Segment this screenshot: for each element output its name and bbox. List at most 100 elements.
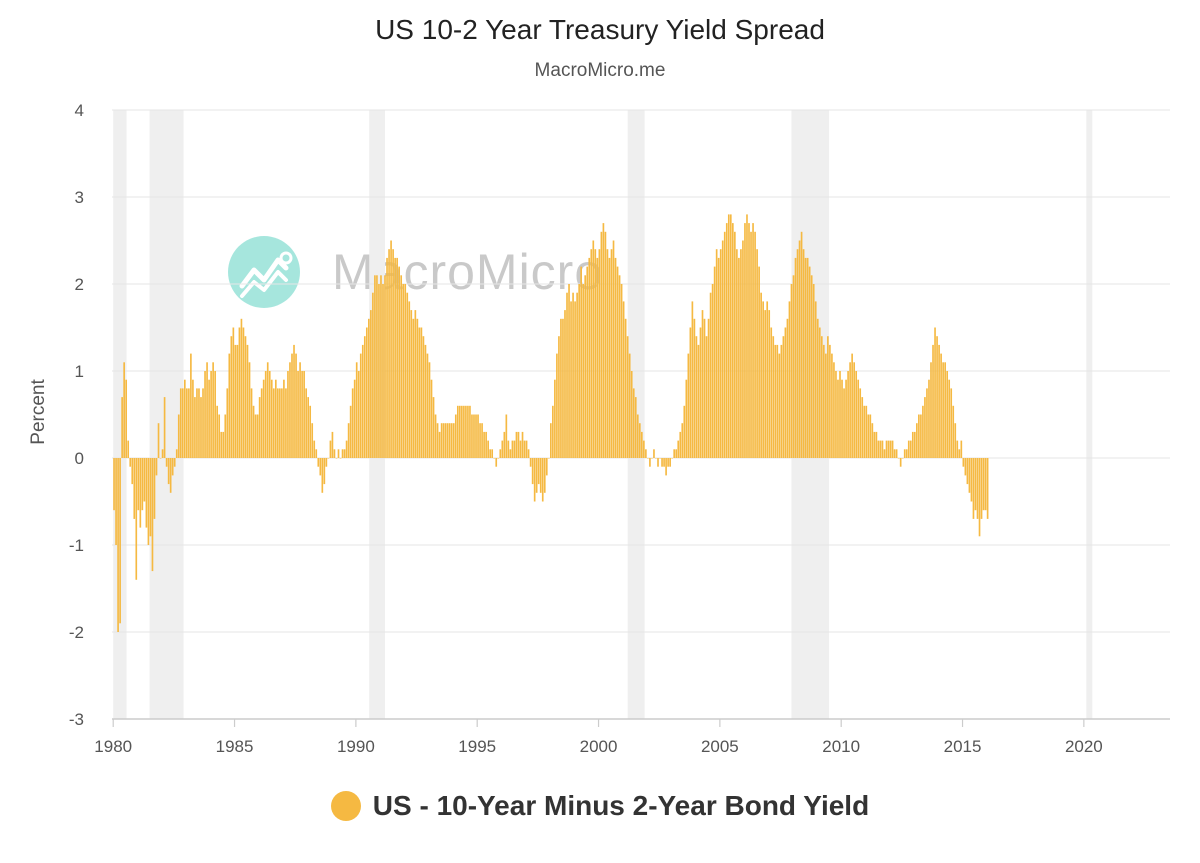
bar [776, 344, 779, 458]
bar [576, 292, 578, 458]
bar [566, 292, 568, 458]
bar [507, 440, 510, 458]
bar [127, 440, 130, 458]
bar [331, 431, 334, 458]
bar [897, 458, 900, 459]
bar [446, 423, 449, 458]
bar [909, 440, 912, 458]
bar [697, 344, 700, 458]
bar [361, 344, 364, 458]
bar [495, 458, 498, 467]
bar [420, 327, 423, 458]
bar [188, 388, 190, 458]
bar [436, 423, 439, 458]
bar [907, 440, 910, 458]
bar [531, 458, 534, 485]
bar [254, 414, 257, 458]
bar [556, 353, 558, 458]
bar [636, 414, 639, 458]
bar [402, 284, 405, 458]
bar [547, 458, 550, 459]
bar [772, 336, 775, 458]
bar [649, 458, 651, 467]
bar [119, 458, 121, 624]
bar [370, 310, 372, 458]
bar [849, 362, 851, 458]
bar [234, 344, 237, 458]
bar [212, 362, 214, 458]
bar [444, 423, 447, 458]
bar [920, 414, 922, 458]
bar [418, 327, 421, 458]
bar [588, 257, 591, 458]
bar [133, 458, 136, 519]
bar [972, 458, 975, 519]
bar [948, 379, 951, 458]
bar [380, 275, 382, 458]
bar [355, 362, 358, 458]
bar [181, 388, 184, 458]
bar [545, 458, 548, 476]
bar [487, 440, 489, 458]
bar [529, 458, 532, 467]
bar [725, 223, 728, 458]
bar [655, 458, 657, 459]
bar [596, 257, 599, 458]
bar [651, 458, 653, 459]
bar [230, 336, 233, 458]
legend[interactable]: US - 10-Year Minus 2-Year Bond Yield [0, 790, 1200, 822]
bar [665, 458, 667, 476]
bar [404, 284, 407, 458]
bar [841, 379, 843, 458]
bar [515, 431, 518, 458]
bar [293, 344, 295, 458]
bar [796, 249, 799, 458]
bar [661, 458, 663, 467]
bar [475, 414, 477, 458]
bar [398, 266, 400, 458]
bar [527, 449, 530, 458]
bar [802, 249, 805, 458]
bar [966, 458, 969, 485]
bar [899, 458, 902, 467]
bar [758, 266, 760, 458]
bar [653, 449, 655, 458]
bar [341, 449, 344, 458]
bar [905, 449, 908, 458]
bar [414, 310, 417, 458]
bar [248, 362, 251, 458]
bar [452, 423, 455, 458]
bar [671, 458, 673, 459]
bar [693, 318, 696, 458]
bar [517, 431, 520, 458]
bar [752, 223, 754, 458]
bar [505, 414, 508, 458]
bar [137, 458, 140, 511]
bar [865, 405, 868, 458]
bar [822, 344, 825, 458]
bar [918, 414, 920, 458]
bar [382, 284, 384, 458]
bar [778, 353, 781, 458]
bar [327, 458, 330, 459]
bar [329, 440, 332, 458]
bar [980, 458, 983, 519]
bar [782, 336, 785, 458]
bar [218, 414, 221, 458]
bar [543, 458, 546, 493]
bar [372, 292, 374, 458]
bar [742, 240, 744, 458]
bar [469, 405, 471, 458]
bar [313, 440, 316, 458]
bar [359, 353, 362, 458]
x-tick-label: 1980 [94, 737, 132, 756]
bar [552, 405, 554, 458]
bar [970, 458, 973, 502]
bar [244, 336, 247, 458]
bar [285, 388, 287, 458]
bar [721, 240, 724, 458]
bar [163, 397, 166, 458]
bar [612, 240, 615, 458]
bar [750, 231, 752, 458]
bar [139, 458, 142, 528]
